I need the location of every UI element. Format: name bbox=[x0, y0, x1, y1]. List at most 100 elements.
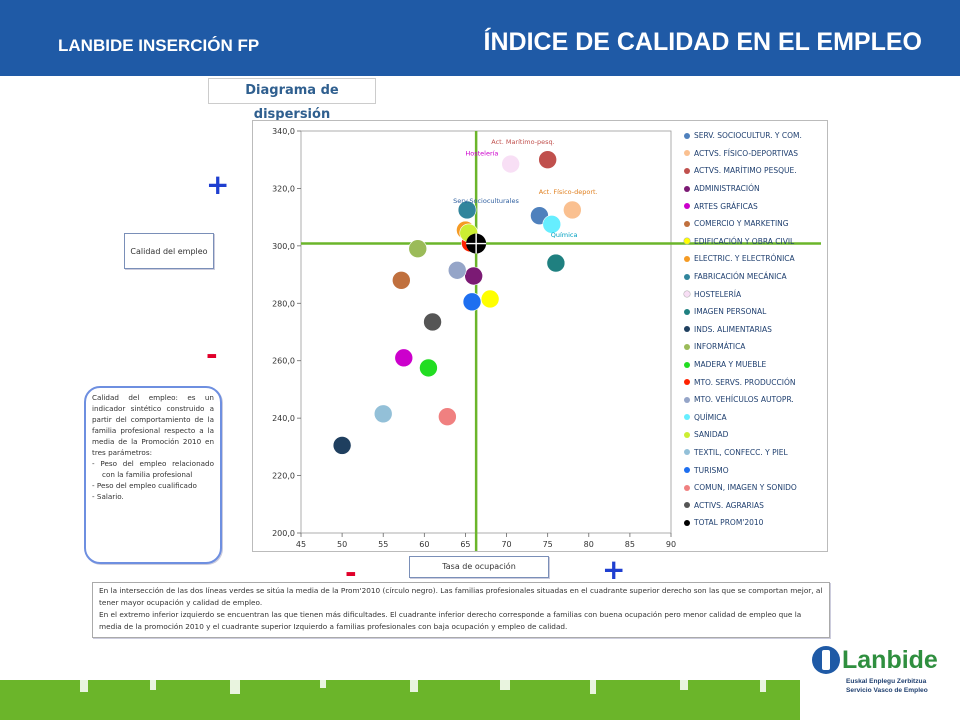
legend-marker bbox=[684, 203, 690, 210]
legend-marker bbox=[684, 414, 690, 421]
data-point bbox=[438, 407, 457, 427]
legend-marker bbox=[684, 132, 690, 139]
x-tick-label: 55 bbox=[378, 540, 388, 549]
legend-item: QUÍMICA bbox=[684, 409, 834, 427]
data-point bbox=[546, 253, 566, 273]
data-point bbox=[394, 348, 414, 368]
definition-intro: Calidad del empleo: es un indicador sint… bbox=[92, 393, 214, 457]
legend-item: COMUN, IMAGEN Y SONIDO bbox=[684, 479, 834, 497]
legend-marker bbox=[684, 291, 690, 298]
legend-marker bbox=[684, 255, 690, 262]
legend-label: TURISMO bbox=[694, 465, 729, 475]
data-point bbox=[447, 260, 467, 280]
plus-sign-y: + bbox=[206, 168, 230, 201]
legend-label: QUÍMICA bbox=[694, 412, 727, 422]
x-tick-label: 70 bbox=[501, 540, 511, 549]
data-point bbox=[538, 150, 557, 170]
chart-legend: SERV. SOCIOCULTUR. Y COM. ACTVS. FÍSICO-D… bbox=[684, 127, 834, 532]
point-annotation: Hostelería bbox=[465, 149, 498, 157]
x-tick-label: 75 bbox=[543, 540, 553, 549]
x-tick-label: 90 bbox=[666, 540, 676, 549]
data-point bbox=[462, 292, 482, 312]
legend-marker bbox=[684, 308, 690, 315]
legend-item: INFORMÁTICA bbox=[684, 338, 834, 356]
legend-item: FABRICACIÓN MECÁNICA bbox=[684, 268, 834, 286]
legend-item: ADMINISTRACIÓN bbox=[684, 180, 834, 198]
legend-item: COMERCIO Y MARKETING bbox=[684, 215, 834, 233]
legend-label: ADMINISTRACIÓN bbox=[694, 184, 760, 194]
legend-label: MTO. VEHÍCULOS AUTOPR. bbox=[694, 395, 794, 405]
point-annotation: Act. Marítimo-pesq. bbox=[491, 138, 555, 146]
definition-list: Peso del empleo relacionado con la famil… bbox=[92, 458, 214, 502]
x-tick-label: 65 bbox=[460, 540, 470, 549]
x-tick-label: 50 bbox=[337, 540, 347, 549]
point-annotation: Act. Físico-deport. bbox=[539, 188, 598, 196]
legend-label: MTO. SERVS. PRODUCCIÓN bbox=[694, 377, 796, 387]
x-tick-label: 60 bbox=[419, 540, 429, 549]
legend-marker bbox=[684, 379, 690, 386]
y-tick-label: 240,0 bbox=[272, 414, 295, 423]
legend-marker bbox=[684, 273, 690, 280]
legend-marker bbox=[684, 185, 690, 192]
legend-item: MTO. VEHÍCULOS AUTOPR. bbox=[684, 391, 834, 409]
legend-marker bbox=[684, 484, 690, 491]
legend-marker bbox=[684, 361, 690, 368]
legend-label: ARTES GRÁFICAS bbox=[694, 201, 758, 211]
legend-label: INFORMÁTICA bbox=[694, 342, 746, 352]
header-bar: LANBIDE INSERCIÓN FP ÍNDICE DE CALIDAD E… bbox=[0, 0, 960, 76]
legend-item: ACTIVS. AGRARIAS bbox=[684, 496, 834, 514]
data-point bbox=[332, 436, 352, 455]
header-program: LANBIDE INSERCIÓN FP bbox=[58, 36, 260, 55]
legend-item: MTO. SERVS. PRODUCCIÓN bbox=[684, 373, 834, 391]
lanbide-logo-text: Lanbide bbox=[842, 646, 938, 674]
data-point bbox=[408, 239, 428, 259]
legend-label: ACTVS. MARÍTIMO PESQUE. bbox=[694, 166, 797, 176]
legend-marker bbox=[684, 238, 690, 245]
legend-label: MADERA Y MUEBLE bbox=[694, 360, 767, 370]
legend-label: TOTAL PROM'2010 bbox=[694, 518, 764, 528]
legend-item: SERV. SOCIOCULTUR. Y COM. bbox=[684, 127, 834, 145]
header-title: ÍNDICE DE CALIDAD EN EL EMPLEO bbox=[483, 28, 922, 56]
legend-label: ACTIVS. AGRARIAS bbox=[694, 500, 764, 510]
minus-sign-x: - bbox=[345, 556, 357, 589]
legend-item: SANIDAD bbox=[684, 426, 834, 444]
y-tick-label: 220,0 bbox=[272, 472, 295, 481]
legend-label: SANIDAD bbox=[694, 430, 729, 440]
y-tick-label: 260,0 bbox=[272, 357, 295, 366]
legend-item: TURISMO bbox=[684, 461, 834, 479]
x-tick-label: 80 bbox=[584, 540, 594, 549]
legend-item: INDS. ALIMENTARIAS bbox=[684, 321, 834, 339]
legend-marker bbox=[684, 431, 690, 438]
legend-item: ACTVS. MARÍTIMO PESQUE. bbox=[684, 162, 834, 180]
data-point bbox=[373, 404, 393, 424]
y-axis-label-box: Calidad del empleo bbox=[124, 233, 214, 269]
x-axis-label-box: Tasa de ocupación bbox=[409, 556, 549, 578]
data-point bbox=[464, 266, 483, 286]
point-annotation: Serv.Socioculturales bbox=[453, 197, 519, 205]
legend-item: IMAGEN PERSONAL bbox=[684, 303, 834, 321]
data-point bbox=[542, 215, 562, 234]
minus-sign-y: - bbox=[206, 338, 218, 371]
definition-item: Peso del empleo cualificado bbox=[97, 480, 214, 491]
legend-label: EDIFICACIÓN Y OBRA CIVIL bbox=[694, 236, 795, 246]
legend-item: TOTAL PROM'2010 bbox=[684, 514, 834, 532]
legend-marker bbox=[684, 150, 690, 157]
legend-marker bbox=[684, 502, 690, 509]
legend-marker bbox=[684, 467, 690, 474]
y-tick-label: 320,0 bbox=[272, 184, 295, 193]
data-point bbox=[563, 200, 582, 220]
plus-sign-x: + bbox=[602, 553, 626, 586]
legend-marker bbox=[684, 167, 690, 174]
definition-item: Peso del empleo relacionado con la famil… bbox=[100, 458, 214, 480]
legend-item: ACTVS. FÍSICO-DEPORTIVAS bbox=[684, 145, 834, 163]
point-annotation: Química bbox=[551, 231, 578, 239]
legend-label: IMAGEN PERSONAL bbox=[694, 307, 767, 317]
y-tick-label: 200,0 bbox=[272, 529, 295, 538]
legend-label: COMERCIO Y MARKETING bbox=[694, 219, 789, 229]
logo-subtitle-spanish: Servicio Vasco de Empleo bbox=[846, 687, 928, 694]
info-box: En la intersección de las dos líneas ver… bbox=[92, 582, 830, 638]
legend-item: ELECTRIC. Y ELECTRÓNICA bbox=[684, 250, 834, 268]
legend-marker bbox=[684, 519, 690, 526]
legend-label: ACTVS. FÍSICO-DEPORTIVAS bbox=[694, 148, 798, 158]
definition-box: Calidad del empleo: es un indicador sint… bbox=[84, 386, 222, 564]
